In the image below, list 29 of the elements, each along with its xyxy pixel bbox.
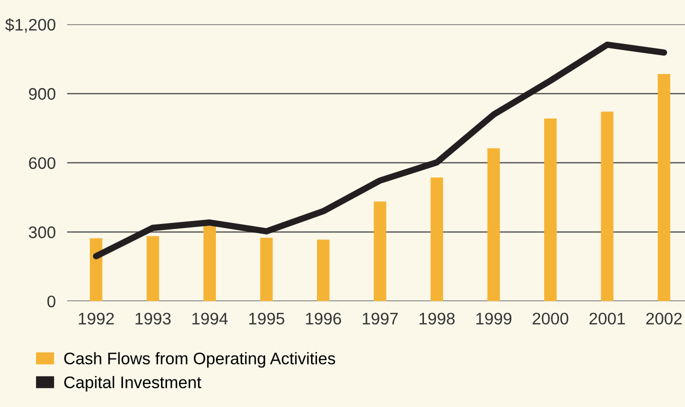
- x-tick-label: 1999: [476, 312, 512, 325]
- y-tick-label: 600: [29, 157, 56, 170]
- bar: [260, 238, 273, 302]
- x-tick-label: 2002: [646, 312, 682, 325]
- bar: [317, 240, 330, 302]
- y-tick-label: $1,200: [5, 18, 56, 33]
- bar: [146, 236, 160, 302]
- y-tick-label: 0: [47, 296, 56, 308]
- x-tick-label: 1995: [249, 312, 284, 325]
- legend-label: Cash Flows from Operating Activities: [64, 352, 336, 368]
- bar: [203, 226, 216, 302]
- y-tick-label: 300: [28, 226, 56, 238]
- x-tick-label: 1993: [136, 312, 171, 325]
- legend-label: Capital Investment: [64, 376, 202, 392]
- x-tick-label: 2000: [532, 312, 568, 325]
- bar: [544, 118, 557, 302]
- x-tick-label: 1998: [420, 312, 455, 325]
- x-tick-label: 1992: [78, 312, 114, 325]
- bar: [90, 238, 102, 302]
- bar: [487, 148, 500, 302]
- x-tick-label: 1994: [192, 312, 228, 325]
- bar: [600, 112, 614, 302]
- bar: [430, 178, 444, 302]
- x-tick-label: 2001: [590, 312, 625, 325]
- x-tick-label: 1997: [362, 312, 398, 325]
- y-tick-label: 900: [28, 88, 56, 100]
- x-tick-label: 1996: [306, 312, 342, 325]
- bar: [658, 74, 670, 302]
- bar: [374, 202, 386, 302]
